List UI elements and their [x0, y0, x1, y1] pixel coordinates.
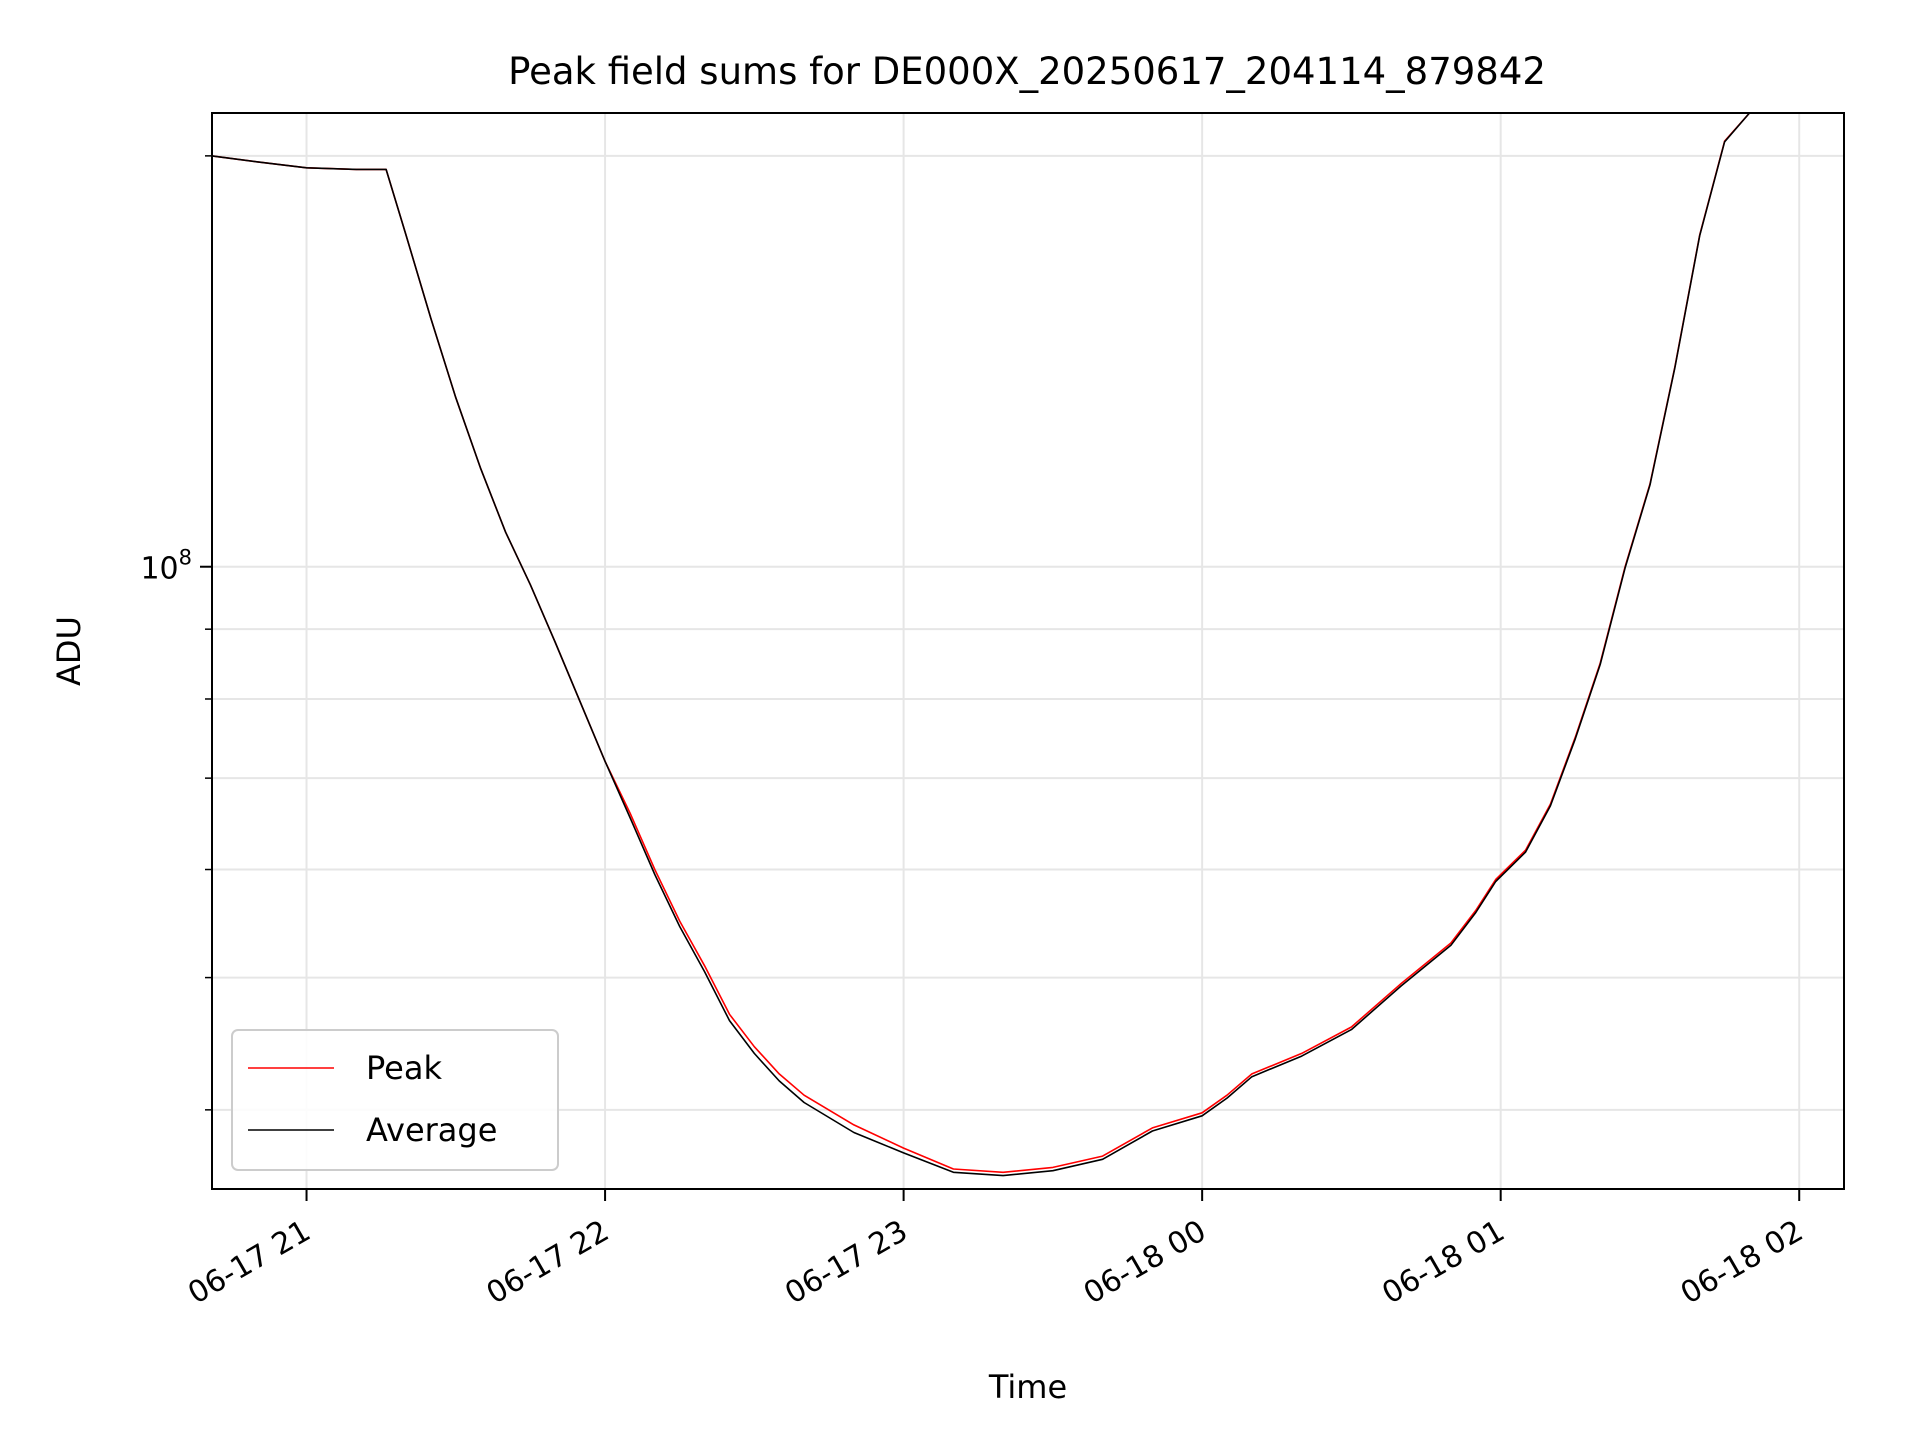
series-line-average	[211, 112, 1844, 1177]
legend: Peak Average	[231, 1029, 559, 1171]
legend-label-average: Average	[366, 1111, 497, 1149]
y-axis-ticks: 108	[140, 155, 212, 1111]
plot-lines	[211, 112, 1844, 1177]
chart-title: Peak field sums for DE000X_20250617_2041…	[508, 50, 1546, 93]
legend-label-peak: Peak	[366, 1049, 442, 1087]
y-axis-label: ADU	[50, 616, 88, 686]
legend-box	[231, 1029, 559, 1171]
x-axis-label: Time	[988, 1368, 1067, 1406]
y-tick-label: 108	[140, 546, 192, 587]
plot-frame	[211, 112, 1845, 1190]
